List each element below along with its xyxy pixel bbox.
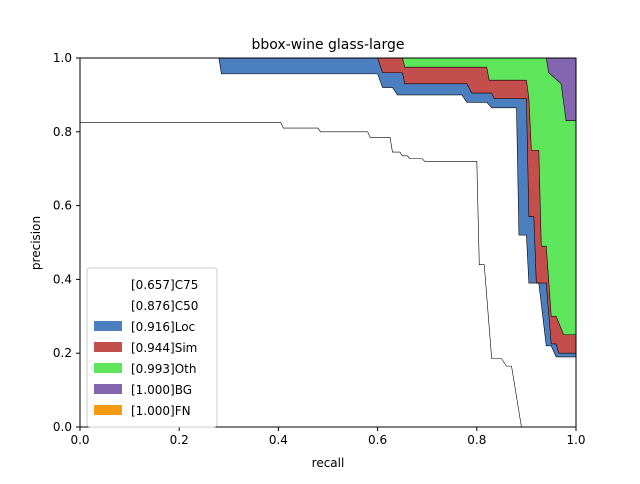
legend-swatch-c50	[94, 300, 122, 310]
x-axis-label: recall	[312, 456, 345, 470]
legend-swatch-loc	[94, 321, 122, 331]
y-tick-label: 0.0	[53, 420, 72, 434]
series-line-sim	[80, 57, 576, 336]
legend: [0.657]C75 [0.876]C50 [0.916]Loc [0.944]Sim…	[86, 267, 218, 428]
y-tick-label: 0.8	[53, 125, 72, 139]
y-tick-label: 1.0	[53, 51, 72, 65]
y-axis-label: precision	[29, 216, 43, 270]
legend-label-c50: [0.876]C50	[131, 299, 198, 313]
area-band-c50	[80, 58, 576, 427]
legend-swatch-oth	[94, 363, 122, 373]
legend-label-loc: [0.916]Loc	[131, 320, 195, 334]
y-tick-label: 0.2	[53, 346, 72, 360]
legend-label-oth: [0.993]Oth	[131, 362, 196, 376]
legend-swatch-c75	[94, 279, 122, 289]
legend-label-fn: [1.000]FN	[131, 404, 191, 418]
legend-swatch-fn	[94, 405, 122, 415]
legend-label-bg: [1.000]BG	[131, 383, 192, 397]
series-line-c50	[80, 57, 576, 358]
y-tick-label: 0.6	[53, 199, 72, 213]
legend-label-sim: [0.944]Sim	[131, 341, 197, 355]
area-band-sim	[80, 58, 576, 354]
x-tick-label: 0.2	[170, 433, 189, 447]
y-tick-label: 0.4	[53, 272, 72, 286]
x-tick-label: 0.4	[269, 433, 288, 447]
legend-swatch-bg	[94, 384, 122, 394]
x-tick-label: 0.0	[70, 433, 89, 447]
axis-ticks: 0.0 0.2 0.4 0.6 0.8 1.0 0.0 0.2 0.4 0.6 0.8 1.0	[53, 51, 586, 447]
legend-swatch-sim	[94, 342, 122, 352]
plot-frame	[79, 57, 577, 428]
series-line-c75	[80, 122, 522, 428]
chart-title: bbox-wine glass-large	[252, 37, 405, 53]
legend-label-c75: [0.657]C75	[131, 278, 198, 292]
x-tick-label: 0.8	[467, 433, 486, 447]
series-line-loc	[80, 57, 576, 354]
x-tick-label: 0.6	[368, 433, 387, 447]
x-tick-label: 1.0	[566, 433, 585, 447]
